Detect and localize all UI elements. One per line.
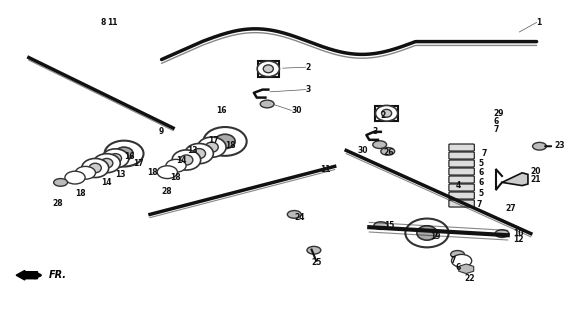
Text: 6: 6 <box>479 178 484 187</box>
Text: 18: 18 <box>147 168 158 177</box>
Text: 18: 18 <box>75 189 85 198</box>
Ellipse shape <box>166 159 186 172</box>
Ellipse shape <box>180 155 193 165</box>
Ellipse shape <box>205 142 218 152</box>
Ellipse shape <box>405 219 449 247</box>
Text: 9: 9 <box>159 127 164 136</box>
Text: 13: 13 <box>115 170 126 179</box>
Text: 23: 23 <box>554 141 564 150</box>
Text: 11: 11 <box>320 165 331 174</box>
FancyBboxPatch shape <box>449 144 474 151</box>
Ellipse shape <box>376 106 398 121</box>
Text: 1: 1 <box>537 18 542 27</box>
Text: 12: 12 <box>514 236 524 244</box>
Circle shape <box>260 100 274 108</box>
Text: 7: 7 <box>482 149 487 158</box>
Text: 14: 14 <box>176 156 186 164</box>
Ellipse shape <box>89 163 102 173</box>
Text: 15: 15 <box>384 221 394 230</box>
Circle shape <box>373 141 387 148</box>
Text: 2: 2 <box>306 63 311 72</box>
Circle shape <box>451 251 464 258</box>
Text: 26: 26 <box>384 148 394 156</box>
Text: 17: 17 <box>133 159 143 168</box>
Circle shape <box>54 179 68 186</box>
Ellipse shape <box>157 166 177 179</box>
Text: FR.: FR. <box>49 270 67 280</box>
FancyBboxPatch shape <box>449 176 474 183</box>
Text: 18: 18 <box>225 141 235 150</box>
Circle shape <box>381 148 395 155</box>
Text: 2: 2 <box>381 111 386 120</box>
Text: 13: 13 <box>188 146 198 155</box>
Text: 8: 8 <box>101 18 106 27</box>
Ellipse shape <box>197 137 226 157</box>
Ellipse shape <box>451 254 472 267</box>
Ellipse shape <box>185 143 213 164</box>
Text: 10: 10 <box>514 229 524 238</box>
Ellipse shape <box>263 65 273 73</box>
Ellipse shape <box>93 154 120 173</box>
Ellipse shape <box>417 226 437 240</box>
Text: 17: 17 <box>208 136 218 145</box>
Text: 7: 7 <box>476 200 481 209</box>
Circle shape <box>495 230 509 237</box>
Text: 6: 6 <box>456 263 461 272</box>
Text: 14: 14 <box>101 178 111 187</box>
Text: 18: 18 <box>170 173 181 182</box>
Polygon shape <box>502 173 528 186</box>
Ellipse shape <box>75 166 95 179</box>
Text: 30: 30 <box>358 146 368 155</box>
FancyBboxPatch shape <box>449 184 474 191</box>
Ellipse shape <box>193 148 205 159</box>
Ellipse shape <box>381 109 392 117</box>
Text: 28: 28 <box>52 199 62 208</box>
Ellipse shape <box>257 61 279 77</box>
Text: 5: 5 <box>479 159 484 168</box>
FancyArrow shape <box>16 270 38 280</box>
Text: 4: 4 <box>456 181 461 190</box>
Ellipse shape <box>172 150 201 170</box>
Text: 6: 6 <box>479 168 484 177</box>
Text: 30: 30 <box>291 106 302 115</box>
Text: 19: 19 <box>430 232 440 241</box>
Text: 21: 21 <box>531 175 541 184</box>
Ellipse shape <box>82 158 108 178</box>
Ellipse shape <box>102 149 129 168</box>
Ellipse shape <box>215 134 235 148</box>
Circle shape <box>533 142 546 150</box>
Text: 16: 16 <box>216 106 227 115</box>
Text: 7: 7 <box>493 125 499 134</box>
Text: 27: 27 <box>505 204 515 212</box>
Text: 29: 29 <box>493 109 504 118</box>
FancyBboxPatch shape <box>449 192 474 199</box>
FancyBboxPatch shape <box>449 168 474 175</box>
Ellipse shape <box>203 127 246 156</box>
Ellipse shape <box>100 158 113 168</box>
Text: 11: 11 <box>107 18 117 27</box>
FancyBboxPatch shape <box>449 200 474 207</box>
FancyBboxPatch shape <box>449 152 474 159</box>
Text: 3: 3 <box>372 127 377 136</box>
Text: 5: 5 <box>479 189 484 198</box>
Text: 7: 7 <box>450 256 455 265</box>
Circle shape <box>307 246 321 254</box>
Ellipse shape <box>104 140 144 167</box>
Text: 16: 16 <box>124 152 134 161</box>
Text: 22: 22 <box>464 274 475 283</box>
Ellipse shape <box>109 154 122 163</box>
FancyBboxPatch shape <box>449 160 474 167</box>
Text: 6: 6 <box>493 117 499 126</box>
Text: 20: 20 <box>531 167 541 176</box>
Circle shape <box>374 222 388 229</box>
Text: 3: 3 <box>306 85 311 94</box>
Circle shape <box>287 211 301 218</box>
Text: 28: 28 <box>162 188 172 196</box>
Text: 25: 25 <box>312 258 322 267</box>
Text: 24: 24 <box>294 213 305 222</box>
Ellipse shape <box>65 171 85 184</box>
Ellipse shape <box>115 147 133 160</box>
